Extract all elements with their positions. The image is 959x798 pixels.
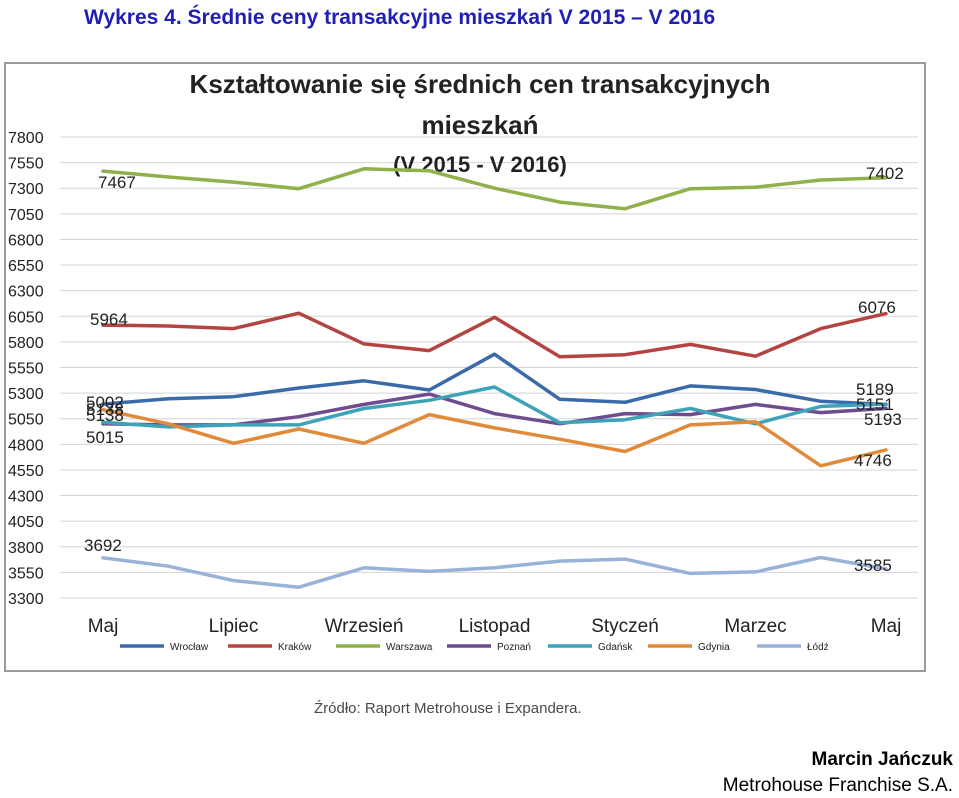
legend-label: Gdańsk bbox=[598, 642, 633, 653]
y-tick-label: 5800 bbox=[8, 335, 44, 352]
y-tick-label: 3300 bbox=[8, 591, 44, 608]
x-tick-label: Maj bbox=[88, 616, 119, 637]
source-note: Źródło: Raport Metrohouse i Expandera. bbox=[314, 700, 582, 717]
page-heading: Wykres 4. Średnie ceny transakcyjne mies… bbox=[84, 6, 716, 29]
legend-label: Kraków bbox=[278, 642, 312, 653]
y-tick-label: 5050 bbox=[8, 412, 44, 429]
y-tick-label: 7800 bbox=[8, 130, 44, 147]
data-label-start: 7467 bbox=[98, 173, 136, 192]
series-line-Gdynia bbox=[101, 407, 888, 468]
x-tick-label: Maj bbox=[871, 616, 902, 637]
y-tick-label: 7300 bbox=[8, 181, 44, 198]
legend-label: Łódź bbox=[807, 642, 829, 653]
chart-title-line: mieszkań bbox=[421, 110, 538, 140]
data-label-start: 5015 bbox=[86, 428, 124, 447]
data-label-end: 4746 bbox=[854, 451, 892, 470]
x-tick-label: Wrzesień bbox=[325, 616, 404, 637]
data-label-start: 3692 bbox=[84, 536, 122, 555]
series-line-Łódź bbox=[101, 555, 888, 589]
y-tick-label: 4050 bbox=[8, 514, 44, 531]
data-label-end: 5193 bbox=[864, 410, 902, 429]
data-label-end: 6076 bbox=[858, 298, 896, 317]
y-tick-label: 3800 bbox=[8, 540, 44, 557]
y-tick-label: 6550 bbox=[8, 258, 44, 275]
y-tick-label: 5300 bbox=[8, 386, 44, 403]
x-tick-label: Lipiec bbox=[209, 616, 259, 637]
y-tick-label: 6300 bbox=[8, 284, 44, 301]
line-chart: 3300 3550 3800 4050 4300 4550 4800 5050 5300 5550… bbox=[8, 69, 918, 653]
y-tick-label: 4550 bbox=[8, 463, 44, 480]
data-label-start: 5138 bbox=[86, 406, 124, 425]
company-name: Metrohouse Franchise S.A. bbox=[722, 775, 953, 796]
series-line-Wrocław bbox=[101, 352, 888, 407]
data-label-end: 5189 bbox=[856, 380, 894, 399]
data-label-end: 3585 bbox=[854, 556, 892, 575]
series-line-Kraków bbox=[101, 311, 888, 359]
legend-label: Poznań bbox=[497, 642, 531, 653]
y-tick-label: 7050 bbox=[8, 207, 44, 224]
chart-title-line: Kształtowanie się średnich cen transakcy… bbox=[190, 69, 771, 99]
y-tick-label: 7550 bbox=[8, 156, 44, 173]
chart-title-line: (V 2015 - V 2016) bbox=[393, 152, 567, 177]
y-tick-label: 4300 bbox=[8, 489, 44, 506]
y-tick-label: 6050 bbox=[8, 309, 44, 326]
y-tick-label: 5550 bbox=[8, 361, 44, 378]
x-tick-label: Listopad bbox=[459, 616, 531, 637]
legend-label: Wrocław bbox=[170, 642, 209, 653]
x-tick-label: Marzec bbox=[724, 616, 786, 637]
y-tick-label: 6800 bbox=[8, 232, 44, 249]
legend-label: Gdynia bbox=[698, 642, 730, 653]
x-tick-label: Styczeń bbox=[591, 616, 659, 637]
y-tick-label: 3550 bbox=[8, 565, 44, 582]
data-label-start: 5138 bbox=[86, 400, 124, 419]
y-tick-label: 4800 bbox=[8, 437, 44, 454]
data-label-start: 5964 bbox=[90, 310, 128, 329]
author-name: Marcin Jańczuk bbox=[811, 749, 954, 770]
data-label-end: 5151 bbox=[856, 395, 894, 414]
legend-label: Warszawa bbox=[386, 642, 433, 653]
data-label-start: 5002 bbox=[86, 393, 124, 412]
data-label-end: 7402 bbox=[866, 164, 904, 183]
series-line-Warszawa bbox=[101, 167, 888, 211]
